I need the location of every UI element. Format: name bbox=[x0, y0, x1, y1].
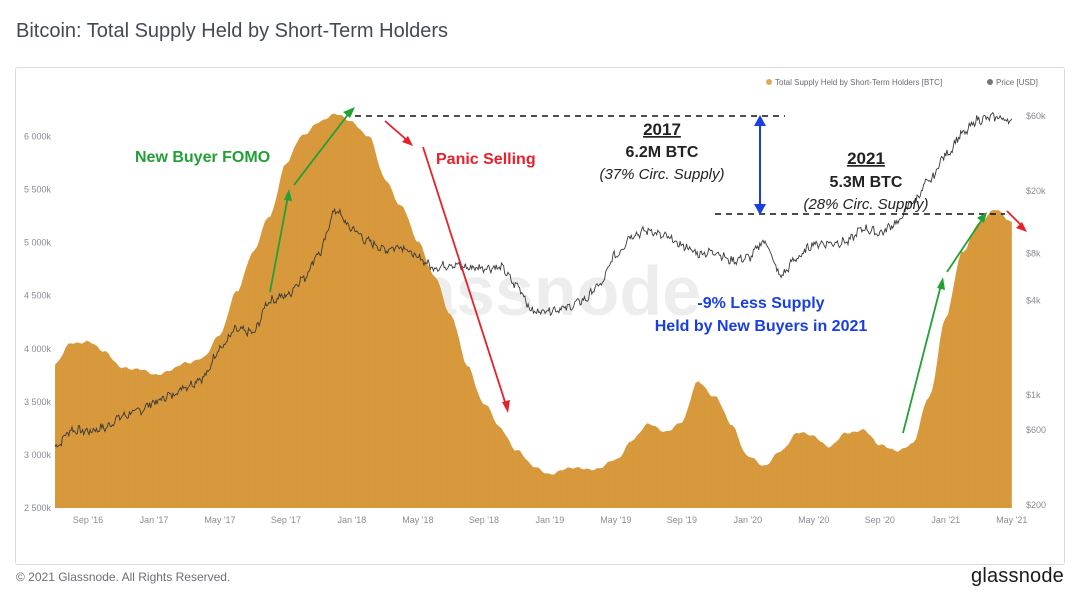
x-axis: Sep '16 Jan '17 May '17 Sep '17 Jan '18 May '… bbox=[73, 515, 1028, 525]
panic-arrow-2-head bbox=[502, 400, 510, 413]
y-right-tick-label: $60k bbox=[1026, 111, 1046, 121]
price-series bbox=[54, 112, 1013, 448]
legend: Total Supply Held by Short-Term Holders … bbox=[766, 78, 1038, 87]
y-left-tick-label: 3 000k bbox=[24, 450, 52, 460]
pct-2021-label: (28% Circ. Supply) bbox=[803, 196, 928, 213]
y-right-tick-label: $1k bbox=[1026, 390, 1041, 400]
supply-area-path bbox=[55, 113, 1012, 508]
fomo-arrow-2-head bbox=[343, 107, 355, 118]
price-line-path bbox=[54, 112, 1013, 448]
year-2021-label: 2021 bbox=[847, 149, 885, 168]
fomo-arrow-2 bbox=[293, 111, 351, 186]
decline-2021-arrow bbox=[1006, 210, 1023, 227]
supply-2021-label: 5.3M BTC bbox=[830, 174, 903, 191]
less-supply-label-1: -9% Less Supply bbox=[697, 295, 824, 312]
fomo-2021-arrow-2-head bbox=[977, 212, 987, 223]
left-axis: 6 000k 5 500k 5 000k 4 500k 4 000k 3 500k 3 00… bbox=[24, 132, 52, 513]
y-right-tick-label: $20k bbox=[1026, 186, 1046, 196]
y-right-tick-label: $600 bbox=[1026, 425, 1046, 435]
panic-arrow-2 bbox=[422, 146, 507, 406]
x-tick-label: Jan '19 bbox=[535, 515, 564, 525]
x-tick-label: Jan '17 bbox=[140, 515, 169, 525]
legend-label-supply: Total Supply Held by Short-Term Holders … bbox=[775, 78, 942, 87]
y-left-tick-label: 4 500k bbox=[24, 291, 52, 301]
x-tick-label: Sep '16 bbox=[73, 515, 103, 525]
fomo-label: New Buyer FOMO bbox=[135, 149, 270, 166]
difference-arrow-bottom-head bbox=[754, 204, 766, 215]
pct-2017-label: (37% Circ. Supply) bbox=[599, 166, 724, 183]
x-tick-label: May '21 bbox=[996, 515, 1027, 525]
x-tick-label: Sep '18 bbox=[469, 515, 499, 525]
legend-swatch-price bbox=[987, 79, 993, 85]
y-right-tick-label: $8k bbox=[1026, 248, 1041, 258]
y-left-tick-label: 3 500k bbox=[24, 397, 52, 407]
decline-2021-arrow-head bbox=[1016, 222, 1027, 232]
panic-label: Panic Selling bbox=[436, 151, 536, 168]
y-right-tick-label: $4k bbox=[1026, 296, 1041, 306]
supply-2017-label: 6.2M BTC bbox=[626, 144, 699, 161]
y-left-tick-label: 6 000k bbox=[24, 132, 52, 142]
fomo-2021-arrow-1 bbox=[902, 284, 942, 434]
y-left-tick-label: 5 500k bbox=[24, 185, 52, 195]
x-tick-label: May '18 bbox=[402, 515, 433, 525]
legend-swatch-supply bbox=[766, 79, 772, 85]
fomo-2021-arrow-2 bbox=[946, 217, 984, 273]
glassnode-logo: glassnode bbox=[971, 565, 1064, 587]
y-left-tick-label: 2 500k bbox=[24, 503, 52, 513]
fomo-2021-arrow-1-head bbox=[937, 277, 945, 290]
x-tick-label: May '20 bbox=[798, 515, 829, 525]
y-left-tick-label: 4 000k bbox=[24, 344, 52, 354]
panic-arrow-1 bbox=[384, 120, 409, 142]
x-tick-label: May '19 bbox=[600, 515, 631, 525]
x-tick-label: Jan '21 bbox=[931, 515, 960, 525]
fomo-arrow-1-head bbox=[284, 189, 292, 201]
year-2017-label: 2017 bbox=[643, 120, 681, 139]
legend-label-price: Price [USD] bbox=[996, 78, 1038, 87]
x-tick-label: Sep '20 bbox=[865, 515, 895, 525]
annotations: New Buyer FOMO Panic Selling 2017 6.2M B… bbox=[135, 107, 1027, 434]
y-left-tick-label: 5 000k bbox=[24, 238, 52, 248]
y-right-tick-label: $200 bbox=[1026, 500, 1046, 510]
chart-title: Bitcoin: Total Supply Held by Short-Term… bbox=[16, 20, 449, 42]
x-tick-label: Sep '19 bbox=[667, 515, 697, 525]
difference-arrow-top-head bbox=[754, 115, 766, 126]
x-tick-label: May '17 bbox=[204, 515, 235, 525]
fomo-arrow-1 bbox=[269, 195, 289, 293]
x-tick-label: Jan '18 bbox=[338, 515, 367, 525]
x-tick-label: Jan '20 bbox=[733, 515, 762, 525]
right-axis: $60k $20k $8k $4k $1k $600 $200 bbox=[1026, 111, 1046, 510]
copyright: © 2021 Glassnode. All Rights Reserved. bbox=[16, 570, 231, 584]
less-supply-label-2: Held by New Buyers in 2021 bbox=[655, 318, 868, 335]
panic-arrow-1-head bbox=[402, 136, 413, 146]
x-tick-label: Sep '17 bbox=[271, 515, 301, 525]
